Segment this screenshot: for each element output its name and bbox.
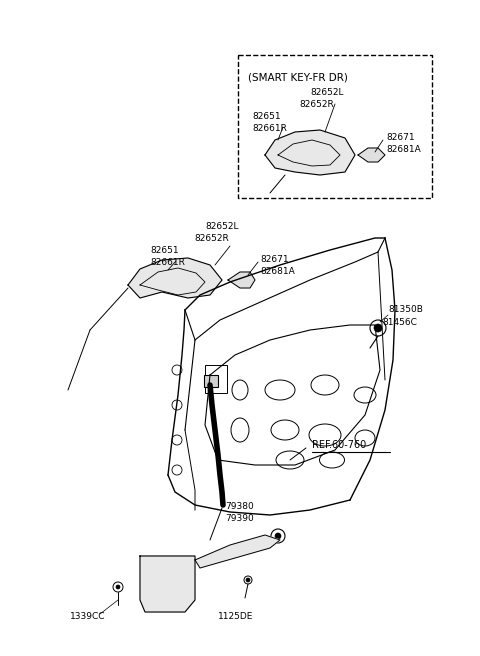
Text: 82681A: 82681A (260, 267, 295, 276)
Text: (SMART KEY-FR DR): (SMART KEY-FR DR) (248, 72, 348, 82)
Circle shape (275, 533, 281, 539)
Text: 82671: 82671 (386, 133, 415, 142)
Text: 81350B: 81350B (388, 305, 423, 314)
Text: 82661R: 82661R (150, 258, 185, 267)
Polygon shape (140, 556, 195, 612)
Polygon shape (195, 535, 280, 568)
Text: 1125DE: 1125DE (218, 612, 253, 621)
Text: 1339CC: 1339CC (70, 612, 106, 621)
Text: 79380: 79380 (225, 502, 254, 511)
Polygon shape (128, 258, 222, 298)
Polygon shape (228, 272, 255, 288)
Polygon shape (265, 130, 355, 175)
Text: 82681A: 82681A (386, 145, 421, 154)
FancyBboxPatch shape (205, 365, 227, 393)
Text: 79390: 79390 (225, 514, 254, 523)
Text: 82652R: 82652R (299, 100, 334, 109)
Text: 82651: 82651 (150, 246, 179, 255)
Circle shape (246, 578, 250, 582)
Text: 82652R: 82652R (194, 234, 229, 243)
Text: 82652L: 82652L (205, 222, 239, 231)
Polygon shape (358, 148, 385, 162)
Circle shape (374, 324, 382, 332)
Text: REF.60-760: REF.60-760 (312, 440, 366, 450)
FancyBboxPatch shape (238, 55, 432, 198)
FancyBboxPatch shape (204, 375, 218, 387)
Circle shape (116, 585, 120, 589)
Text: 82671: 82671 (260, 255, 288, 264)
FancyBboxPatch shape (145, 560, 183, 595)
Text: 82661R: 82661R (252, 124, 287, 133)
Circle shape (152, 575, 158, 581)
Text: 82652L: 82652L (310, 88, 344, 97)
Text: 81456C: 81456C (382, 318, 417, 327)
Text: 82651: 82651 (252, 112, 281, 121)
